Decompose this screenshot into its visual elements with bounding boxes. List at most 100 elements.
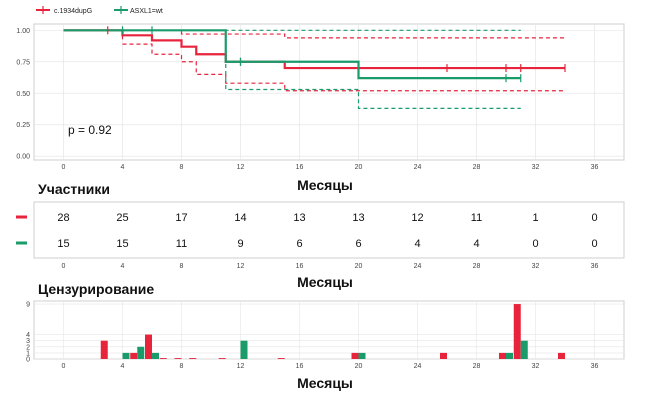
censor-bar-mut xyxy=(159,358,167,359)
risk-x-ticks: 0 4 8 12 16 20 24 28 32 36 xyxy=(62,263,599,270)
censor-bar-wt xyxy=(137,346,145,359)
risk-cell-mut: 25 xyxy=(116,212,128,224)
risk-cell-mut: 0 xyxy=(591,212,597,224)
risk-cell-mut: 17 xyxy=(175,212,187,224)
censor-bar-mut xyxy=(189,358,197,359)
risk-x-tick-label: 24 xyxy=(414,263,422,270)
risk-cell-mut: 14 xyxy=(234,212,246,224)
censor-bar-mut xyxy=(277,358,285,359)
risk-cell-wt: 9 xyxy=(237,238,243,250)
risk-table-panel: 28 25 17 14 13 13 12 11 1 015 15 11 9 6 6 4 4 0 0 0 4 8 12 16 2… xyxy=(16,201,625,270)
risk-cell-wt: 4 xyxy=(414,238,420,250)
km-x-tick-label: 32 xyxy=(532,164,540,171)
censor-bar-wt xyxy=(122,352,130,359)
risk-cell-wt: 0 xyxy=(591,238,597,250)
risk-cell-mut: 13 xyxy=(293,212,305,224)
censor-y-tick-label: 9 xyxy=(26,302,30,309)
risk-cell-wt: 15 xyxy=(116,238,128,250)
km-plot-panel: 0.00 0.25 0.50 0.75 1.00 0 4 8 12 16 20 24 28 32 36 p… xyxy=(16,23,625,171)
p-value-annotation: p = 0.92 xyxy=(68,123,112,137)
censor-bar-mut xyxy=(558,352,565,359)
risk-cell-mut: 13 xyxy=(352,212,364,224)
censor-bar-wt xyxy=(506,352,513,359)
censor-bar-mut xyxy=(351,352,359,359)
risk-cell-wt: 6 xyxy=(296,238,302,250)
censor-bar-mut xyxy=(130,352,138,359)
risk-x-tick-label: 0 xyxy=(62,263,66,270)
legend: c.1934dupG ASXL1=wt xyxy=(36,6,163,15)
risk-cell-mut: 1 xyxy=(532,212,538,224)
risk-table-cells: 28 25 17 14 13 13 12 11 1 015 15 11 9 6 6 4 4 0 0 xyxy=(57,212,597,250)
km-y-ticks: 0.00 0.25 0.50 0.75 1.00 xyxy=(16,28,30,161)
km-x-tick-label: 4 xyxy=(121,164,125,171)
km-censor-marks xyxy=(107,26,566,83)
km-x-axis-label: Месяцы xyxy=(297,177,353,193)
censor-y-tick-label: 3 xyxy=(26,338,30,345)
km-x-tick-label: 24 xyxy=(414,164,422,171)
risk-x-tick-label: 28 xyxy=(473,263,481,270)
censor-bar-mut xyxy=(174,358,182,359)
km-x-tick-label: 0 xyxy=(62,164,66,171)
censor-y-tick-label: 4 xyxy=(26,332,30,339)
km-x-tick-label: 16 xyxy=(296,164,304,171)
risk-cell-mut: 12 xyxy=(411,212,423,224)
censor-x-tick-label: 36 xyxy=(591,363,599,370)
risk-table-title: Участники xyxy=(38,181,110,197)
censor-y-tick-label: 2 xyxy=(26,344,30,351)
km-y-tick-label: 0.00 xyxy=(16,154,30,161)
km-y-tick-label: 0.25 xyxy=(16,122,30,129)
km-y-tick-label: 0.50 xyxy=(16,91,30,98)
risk-x-tick-label: 36 xyxy=(591,263,599,270)
risk-x-tick-label: 20 xyxy=(355,263,363,270)
censor-y-tick-label: 0 xyxy=(26,357,30,364)
km-x-tick-label: 8 xyxy=(180,164,184,171)
censor-x-tick-label: 28 xyxy=(473,363,481,370)
legend-label-mut: c.1934dupG xyxy=(54,8,92,15)
censor-x-tick-label: 0 xyxy=(62,363,66,370)
km-x-ticks: 0 4 8 12 16 20 24 28 32 36 xyxy=(62,164,599,171)
risk-x-tick-label: 12 xyxy=(237,263,245,270)
risk-x-tick-label: 16 xyxy=(296,263,304,270)
risk-cell-wt: 6 xyxy=(355,238,361,250)
risk-cell-mut: 11 xyxy=(471,212,482,224)
censor-x-tick-label: 32 xyxy=(532,363,540,370)
censor-bar-mut xyxy=(440,352,447,359)
risk-cell-mut: 28 xyxy=(57,212,69,224)
censor-bar-mut xyxy=(499,352,506,359)
censor-x-tick-label: 8 xyxy=(180,363,184,370)
km-x-tick-label: 36 xyxy=(591,164,599,171)
km-x-tick-label: 12 xyxy=(237,164,245,171)
km-y-tick-label: 1.00 xyxy=(16,28,30,35)
km-survival-curves xyxy=(63,29,565,80)
censor-panel-border xyxy=(33,300,625,360)
risk-cell-wt: 4 xyxy=(473,238,479,250)
censor-x-tick-label: 12 xyxy=(237,363,245,370)
censor-x-ticks: 0 4 8 12 16 20 24 28 32 36 xyxy=(62,363,599,370)
risk-cell-wt: 11 xyxy=(176,238,187,250)
censor-x-tick-label: 16 xyxy=(296,363,304,370)
km-ci-lower-mut xyxy=(122,43,565,92)
censor-bars xyxy=(100,304,565,359)
censor-bar-mut xyxy=(100,340,108,359)
risk-row-swatches xyxy=(16,215,27,245)
censor-bar-wt xyxy=(240,340,248,359)
censor-bar-mut xyxy=(145,334,152,359)
legend-item-mut[interactable]: c.1934dupG xyxy=(36,6,92,15)
censor-panel-title: Цензурирование xyxy=(38,281,154,297)
risk-x-tick-label: 8 xyxy=(180,263,184,270)
censor-y-tick-label: 1 xyxy=(26,350,30,357)
risk-x-tick-label: 32 xyxy=(532,263,540,270)
censor-bar-wt xyxy=(358,352,366,359)
censor-bar-mut xyxy=(513,304,521,359)
km-y-tick-label: 0.75 xyxy=(16,59,30,66)
censor-bar-wt xyxy=(152,352,159,359)
censor-bar-mut xyxy=(218,358,226,359)
risk-x-axis-label: Месяцы xyxy=(297,274,353,290)
km-x-tick-label: 20 xyxy=(355,164,363,171)
risk-x-tick-label: 4 xyxy=(121,263,125,270)
legend-item-wt[interactable]: ASXL1=wt xyxy=(114,6,163,15)
risk-cell-wt: 15 xyxy=(57,238,69,250)
